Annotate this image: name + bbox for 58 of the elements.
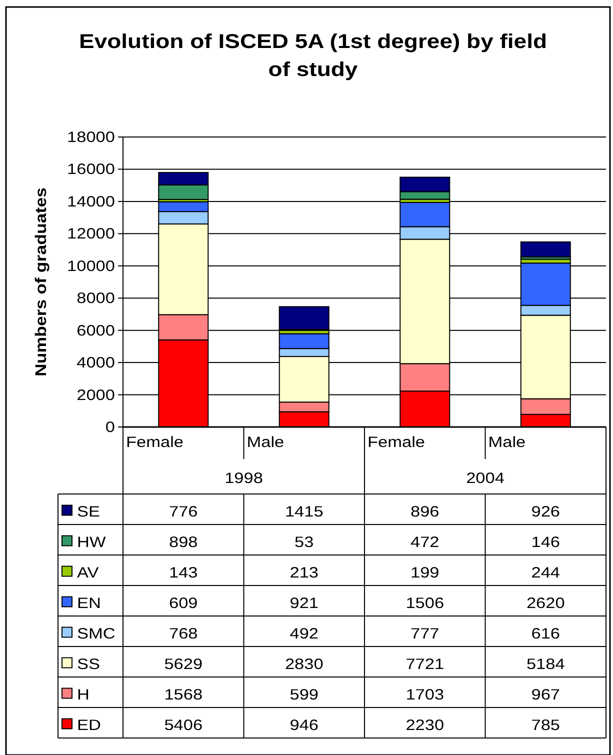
data-label: 785 [531, 716, 560, 734]
data-label: 926 [531, 503, 560, 520]
x-tick-label: Female [126, 434, 184, 451]
data-label: 472 [410, 534, 440, 550]
data-label: 143 [168, 564, 198, 581]
legend-label: SE [77, 503, 100, 520]
data-label: 768 [168, 625, 198, 642]
y-tick-label: 10000 [67, 258, 116, 275]
legend-label: HW [77, 534, 107, 550]
data-label: 599 [290, 686, 319, 703]
text: 2004 [466, 470, 504, 487]
data-label: 1703 [406, 686, 444, 703]
data-label: 946 [290, 716, 319, 734]
x-tick-label: Male [246, 434, 284, 451]
data-label: 7721 [406, 656, 444, 672]
y-tick-label: 12000 [67, 226, 116, 242]
data-label: 244 [531, 564, 560, 581]
data-label: 898 [168, 534, 198, 550]
y-tick-label: 4000 [76, 354, 116, 372]
data-label: 199 [410, 564, 440, 581]
data-label: 896 [410, 503, 440, 520]
data-label: 5629 [164, 656, 203, 672]
data-label: 5184 [526, 656, 565, 672]
data-label: 921 [290, 594, 319, 612]
legend-label: ED [77, 716, 101, 734]
legend-label: SMC [77, 625, 116, 642]
data-label: 967 [531, 686, 560, 703]
data-label: 213 [290, 564, 319, 581]
data-label: 609 [168, 594, 198, 612]
data-label: 146 [531, 534, 560, 550]
data-label: 53 [294, 534, 314, 550]
text: 1998 [224, 470, 263, 487]
y-tick-label: 18000 [67, 129, 116, 146]
data-label: 5406 [164, 716, 203, 734]
y-tick-label: 8000 [76, 290, 116, 307]
chart-title: Evolution of ISCED 5A (1st degree) by field of study [78, 29, 548, 81]
data-label: 1415 [284, 503, 324, 520]
x-tick-label: Female [368, 434, 426, 451]
legend-label: SS [77, 656, 100, 672]
legend-label: H [77, 686, 90, 703]
legend-label: EN [77, 594, 101, 612]
y-tick-label: 6000 [76, 322, 116, 340]
data-label: 777 [410, 625, 440, 642]
data-label: 616 [531, 625, 560, 642]
data-label: 1568 [164, 686, 203, 703]
y-tick-label: 0 [105, 419, 115, 436]
y-axis-title: Numbers of graduates [32, 187, 50, 377]
data-label: 2830 [284, 656, 324, 672]
data-label: 2620 [526, 594, 565, 612]
data-label: 1506 [406, 594, 444, 612]
data-label: 492 [290, 625, 319, 642]
y-tick-label: 16000 [67, 161, 116, 178]
y-tick-label: 14000 [67, 193, 116, 210]
y-tick-label: 2000 [76, 386, 116, 404]
data-label: 776 [168, 503, 198, 520]
legend-label: AV [77, 564, 99, 581]
data-label: 2230 [406, 716, 444, 734]
x-tick-label: Male [488, 434, 526, 451]
